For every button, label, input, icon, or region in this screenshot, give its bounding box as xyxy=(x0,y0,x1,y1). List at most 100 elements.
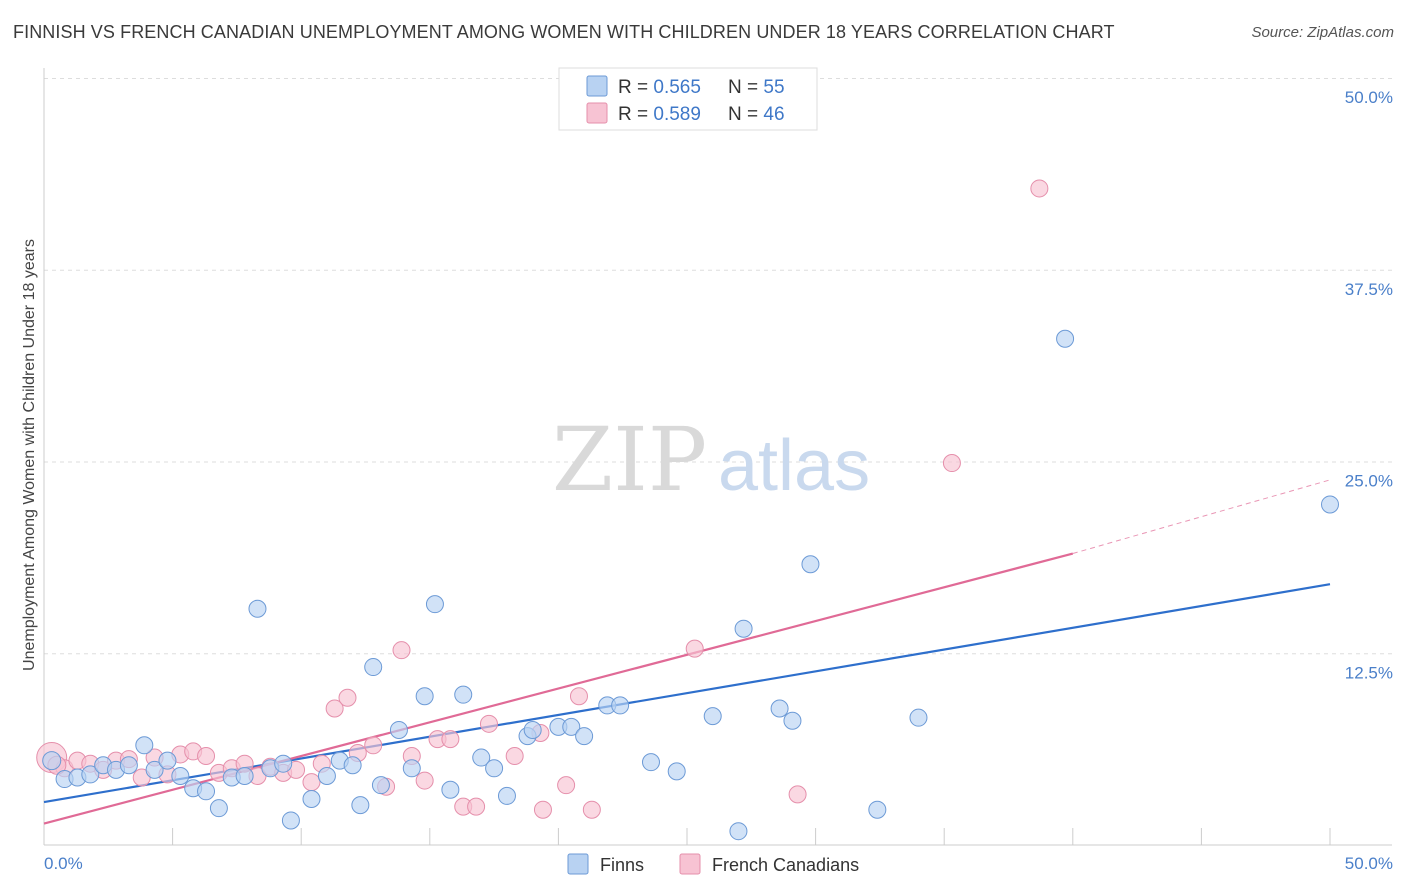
stats-legend: R = 0.565 N = 55 R = 0.589 N = 46 xyxy=(558,67,818,131)
y-tick-label-0: 12.5% xyxy=(1345,663,1393,682)
bottom-legend-swatch-french-canadians xyxy=(679,853,701,875)
legend-n-label-french-canadians: N = xyxy=(728,104,763,125)
grid-lines xyxy=(44,78,1392,655)
point-finns-25 xyxy=(364,658,383,677)
y-tick-label-2: 37.5% xyxy=(1345,280,1393,299)
chart-title: FINNISH VS FRENCH CANADIAN UNEMPLOYMENT … xyxy=(13,22,1115,42)
axes xyxy=(43,68,1392,846)
point-finns-50 xyxy=(801,555,820,574)
point-finns-33 xyxy=(472,748,491,767)
point-finns-7 xyxy=(135,736,154,755)
point-finns-42 xyxy=(611,696,630,715)
point-french-canadians-23 xyxy=(338,688,357,707)
point-finns-49 xyxy=(783,711,802,730)
y-tick-label-1: 25.0% xyxy=(1345,472,1393,491)
point-finns-32 xyxy=(454,685,473,704)
svg-text:R = 0.565: R = 0.565 xyxy=(618,77,701,98)
point-finns-27 xyxy=(389,720,408,739)
legend-n-value-french-canadians: 46 xyxy=(763,104,784,125)
point-finns-37 xyxy=(523,720,542,739)
point-finns-0 xyxy=(42,751,62,771)
point-finns-47 xyxy=(734,619,753,638)
point-french-canadians-20 xyxy=(302,773,321,792)
point-finns-8 xyxy=(145,760,164,779)
trend-line-extension-french-canadians xyxy=(1072,479,1331,555)
point-french-canadians-12 xyxy=(197,747,216,766)
legend-n-value-finns: 55 xyxy=(763,77,784,98)
point-french-canadians-27 xyxy=(392,641,411,660)
series-legend: Finns French Canadians xyxy=(567,853,859,875)
point-finns-53 xyxy=(1056,329,1075,348)
point-finns-44 xyxy=(667,762,686,781)
point-finns-28 xyxy=(402,759,421,778)
legend-r-value-finns: 0.565 xyxy=(653,77,701,98)
point-finns-43 xyxy=(641,753,660,772)
point-french-canadians-39 xyxy=(569,687,588,706)
point-french-canadians-31 xyxy=(441,730,460,749)
point-finns-9 xyxy=(158,751,177,770)
point-finns-10 xyxy=(171,766,190,785)
point-finns-48 xyxy=(770,699,789,718)
point-finns-21 xyxy=(317,766,336,785)
point-finns-39 xyxy=(562,717,581,736)
source-credit: Source: ZipAtlas.com xyxy=(1251,24,1394,41)
trend-line-finns xyxy=(43,583,1331,804)
point-finns-34 xyxy=(485,759,504,778)
point-finns-23 xyxy=(343,756,362,775)
legend-swatch-french-canadians xyxy=(586,102,608,124)
legend-n-label-finns: N = xyxy=(728,77,763,98)
x-tick-labels: 0.0% 50.0% xyxy=(44,854,1393,873)
bottom-legend-french-canadians: French Canadians xyxy=(712,855,859,875)
point-finns-45 xyxy=(703,707,722,726)
data-points xyxy=(36,179,1339,841)
point-french-canadians-43 xyxy=(942,454,961,473)
y-tick-label-3: 50.0% xyxy=(1345,88,1393,107)
point-finns-20 xyxy=(302,789,321,808)
point-finns-16 xyxy=(248,599,267,618)
x-tick-label-1: 50.0% xyxy=(1345,854,1393,873)
point-finns-19 xyxy=(281,811,300,830)
point-french-canadians-44 xyxy=(1030,179,1049,198)
legend-r-label-finns: R = xyxy=(618,77,653,98)
watermark-zip: ZIP xyxy=(552,408,707,511)
legend-r-value-french-canadians: 0.589 xyxy=(653,104,701,125)
point-french-canadians-35 xyxy=(505,747,524,766)
point-finns-35 xyxy=(497,786,516,805)
point-finns-52 xyxy=(909,708,928,727)
point-finns-31 xyxy=(441,780,460,799)
point-finns-24 xyxy=(351,796,370,815)
point-french-canadians-37 xyxy=(533,800,552,819)
point-finns-18 xyxy=(274,754,293,773)
point-finns-12 xyxy=(197,782,216,801)
svg-text:R = 0.589: R = 0.589 xyxy=(618,104,701,125)
watermark: ZIP atlas xyxy=(552,408,870,511)
legend-r-label-french-canadians: R = xyxy=(618,104,653,125)
svg-text:N = 55: N = 55 xyxy=(728,77,785,98)
point-finns-26 xyxy=(371,776,390,795)
point-french-canadians-42 xyxy=(788,785,807,804)
point-french-canadians-22 xyxy=(325,699,344,718)
point-finns-15 xyxy=(235,766,254,785)
point-finns-46 xyxy=(729,822,748,841)
point-finns-3 xyxy=(81,765,100,784)
point-finns-51 xyxy=(868,800,887,819)
y-tick-labels: 12.5% 25.0% 37.5% 50.0% xyxy=(1345,88,1393,682)
watermark-atlas: atlas xyxy=(718,426,870,506)
point-french-canadians-41 xyxy=(685,639,704,658)
point-french-canadians-33 xyxy=(467,797,486,816)
svg-text:N = 46: N = 46 xyxy=(728,104,785,125)
point-french-canadians-29 xyxy=(415,771,434,790)
bottom-legend-swatch-finns xyxy=(567,853,589,875)
point-french-canadians-40 xyxy=(582,800,601,819)
point-finns-40 xyxy=(575,727,594,746)
point-french-canadians-38 xyxy=(557,776,576,795)
point-finns-54 xyxy=(1321,495,1339,514)
point-french-canadians-25 xyxy=(364,736,383,755)
point-finns-30 xyxy=(425,595,444,614)
legend-swatch-finns xyxy=(586,75,608,97)
point-finns-6 xyxy=(119,756,138,775)
point-finns-29 xyxy=(415,687,434,706)
x-tick-label-0: 0.0% xyxy=(44,854,83,873)
bottom-legend-finns: Finns xyxy=(600,855,644,875)
